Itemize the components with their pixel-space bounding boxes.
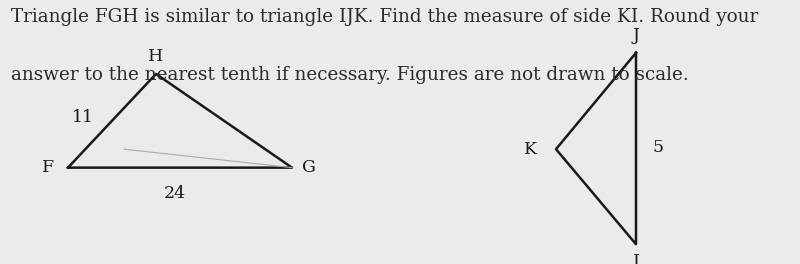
- Text: H: H: [148, 48, 164, 65]
- Text: 5: 5: [652, 139, 663, 156]
- Text: J: J: [633, 27, 639, 44]
- Text: I: I: [633, 253, 639, 264]
- Text: answer to the nearest tenth if necessary. Figures are not drawn to scale.: answer to the nearest tenth if necessary…: [11, 66, 689, 84]
- Text: 11: 11: [72, 109, 94, 126]
- Text: 24: 24: [163, 185, 186, 202]
- Text: F: F: [42, 159, 54, 176]
- Text: G: G: [302, 159, 316, 176]
- Text: K: K: [525, 141, 538, 158]
- Text: Triangle FGH is similar to triangle IJK. Find the measure of side KI. Round your: Triangle FGH is similar to triangle IJK.…: [11, 8, 758, 26]
